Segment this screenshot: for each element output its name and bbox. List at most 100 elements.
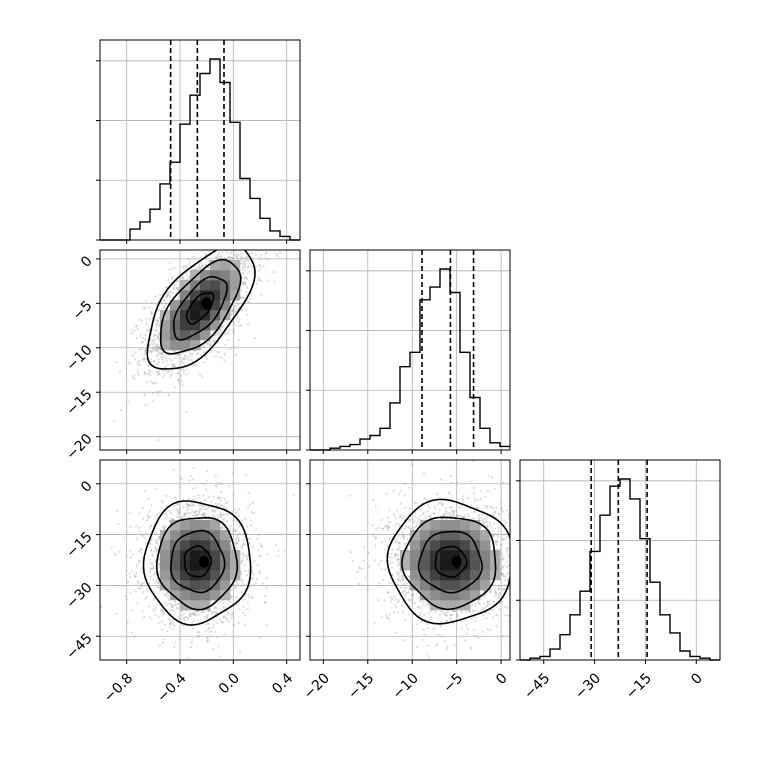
sample-point bbox=[254, 337, 257, 340]
sample-point bbox=[144, 334, 147, 337]
sample-point bbox=[416, 623, 419, 626]
sample-point bbox=[138, 587, 141, 590]
sample-point bbox=[157, 347, 160, 350]
sample-point bbox=[150, 310, 153, 314]
sample-point bbox=[157, 346, 161, 350]
sample-point bbox=[156, 353, 159, 357]
sample-point bbox=[172, 609, 175, 612]
sample-point bbox=[251, 501, 254, 504]
sample-point bbox=[416, 502, 419, 505]
sample-point bbox=[242, 260, 245, 263]
sample-point bbox=[205, 244, 207, 246]
sample-point bbox=[195, 268, 198, 271]
sample-point bbox=[210, 629, 213, 632]
sample-point bbox=[173, 364, 176, 367]
sample-point bbox=[474, 500, 477, 503]
sample-point bbox=[148, 306, 151, 309]
sample-point bbox=[200, 508, 203, 511]
sample-point bbox=[220, 527, 223, 530]
density-cell bbox=[210, 580, 221, 591]
sample-point bbox=[222, 615, 225, 618]
sample-point bbox=[142, 506, 145, 509]
sample-point bbox=[494, 539, 497, 543]
sample-point bbox=[179, 486, 182, 489]
sample-point bbox=[243, 535, 246, 538]
sample-point bbox=[199, 267, 202, 270]
sample-point bbox=[206, 342, 209, 345]
sample-point bbox=[155, 514, 158, 517]
sample-point bbox=[155, 553, 158, 557]
sample-point bbox=[138, 511, 141, 515]
sample-point bbox=[190, 646, 193, 649]
sample-point bbox=[168, 354, 171, 357]
density-cell bbox=[190, 600, 201, 611]
sample-point bbox=[134, 575, 137, 578]
sample-point bbox=[241, 282, 244, 285]
sample-point bbox=[477, 636, 480, 640]
sample-point bbox=[186, 505, 189, 508]
sample-point bbox=[514, 579, 516, 581]
sample-point bbox=[197, 613, 200, 616]
sample-point bbox=[217, 330, 220, 334]
sample-point bbox=[255, 282, 258, 285]
sample-point bbox=[245, 278, 249, 281]
sample-point bbox=[279, 216, 281, 218]
sample-point bbox=[141, 341, 144, 344]
sample-point bbox=[251, 596, 254, 600]
axes-frame bbox=[99, 39, 301, 241]
sample-point bbox=[240, 229, 242, 231]
sample-point bbox=[179, 476, 182, 479]
sample-point bbox=[177, 516, 180, 519]
sample-point bbox=[501, 601, 504, 604]
sample-point bbox=[237, 540, 241, 543]
density-cell bbox=[160, 530, 171, 541]
sample-point bbox=[136, 363, 139, 366]
sample-point bbox=[202, 345, 205, 348]
histogram-param-2 bbox=[306, 249, 511, 451]
sample-point bbox=[151, 328, 154, 331]
sample-point bbox=[195, 514, 199, 517]
sample-point bbox=[151, 392, 154, 395]
sample-point bbox=[192, 467, 195, 470]
sample-point bbox=[165, 296, 168, 299]
sample-point bbox=[147, 329, 150, 332]
density-cell bbox=[210, 540, 221, 551]
sample-point bbox=[177, 607, 180, 610]
sample-point bbox=[208, 495, 211, 499]
sample-point bbox=[227, 332, 230, 335]
sample-point bbox=[174, 600, 177, 603]
sample-point bbox=[201, 610, 204, 613]
density-cell bbox=[180, 310, 191, 321]
sample-point bbox=[246, 313, 249, 316]
sample-point bbox=[518, 526, 520, 528]
sample-point bbox=[446, 517, 449, 521]
sample-point bbox=[170, 363, 173, 366]
sample-point bbox=[436, 493, 439, 496]
sample-point bbox=[138, 374, 141, 377]
sample-point bbox=[145, 300, 148, 303]
sample-point bbox=[278, 252, 282, 255]
sample-point bbox=[254, 528, 258, 531]
sample-point bbox=[416, 522, 419, 525]
sample-point bbox=[215, 256, 218, 259]
sample-point bbox=[148, 575, 152, 578]
sample-point bbox=[246, 255, 249, 258]
sample-point bbox=[156, 320, 160, 323]
sample-point bbox=[157, 324, 160, 327]
sample-point bbox=[138, 549, 141, 553]
sample-point bbox=[138, 530, 141, 533]
sample-point bbox=[209, 343, 212, 346]
sample-point bbox=[183, 616, 186, 619]
sample-point bbox=[156, 371, 159, 374]
sample-point bbox=[193, 611, 196, 614]
sample-point bbox=[233, 623, 236, 626]
sample-point bbox=[173, 284, 176, 287]
sample-point bbox=[157, 616, 160, 619]
sample-point bbox=[122, 585, 125, 588]
density-cell bbox=[170, 530, 181, 541]
sample-point bbox=[143, 371, 146, 374]
sample-point bbox=[250, 577, 253, 580]
sample-point bbox=[224, 244, 226, 246]
density-cell bbox=[200, 330, 211, 341]
sample-point bbox=[196, 619, 199, 622]
